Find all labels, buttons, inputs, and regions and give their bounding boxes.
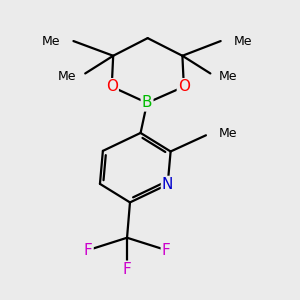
Text: F: F [162, 243, 171, 258]
Text: Me: Me [234, 34, 252, 48]
Text: N: N [162, 177, 173, 192]
Text: F: F [123, 262, 131, 277]
Text: F: F [84, 243, 92, 258]
Text: Me: Me [219, 70, 238, 83]
Text: O: O [106, 79, 118, 94]
Text: B: B [142, 95, 152, 110]
Text: Me: Me [42, 34, 60, 48]
Text: Me: Me [58, 70, 76, 83]
Text: O: O [178, 79, 190, 94]
Text: Me: Me [219, 127, 238, 140]
